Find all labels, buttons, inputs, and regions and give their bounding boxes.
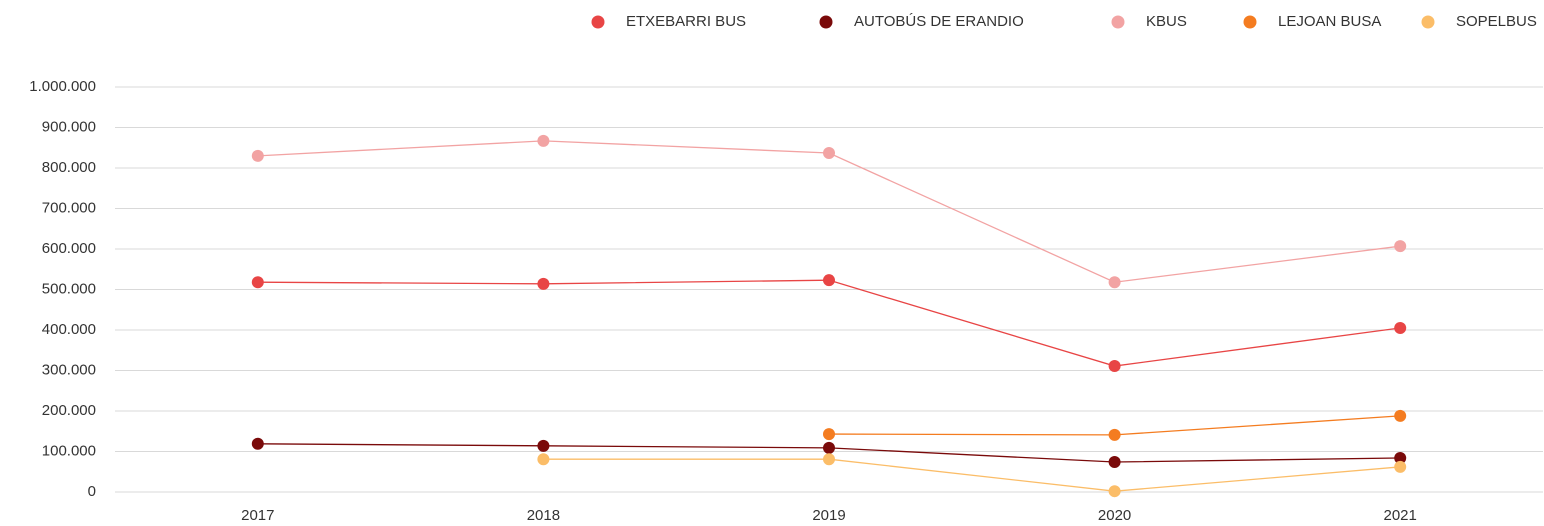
- data-point: [823, 453, 835, 466]
- data-point: [537, 277, 550, 290]
- series-line: [257, 279, 1401, 367]
- data-point: [1108, 428, 1121, 441]
- data-point: [1108, 485, 1121, 498]
- data-point: [251, 276, 264, 289]
- data-point: [1108, 456, 1121, 469]
- x-tick-label: 2019: [812, 507, 845, 524]
- data-point: [537, 134, 550, 147]
- y-tick-label: 600.000: [42, 240, 96, 257]
- legend-marker: [591, 15, 605, 29]
- y-tick-label: 700.000: [42, 199, 96, 216]
- legend-label: ETXEBARRI BUS: [626, 13, 746, 30]
- y-tick-label: 0: [88, 483, 96, 500]
- data-point: [251, 149, 264, 162]
- data-point: [251, 437, 264, 450]
- legend-marker: [1243, 15, 1257, 29]
- data-point: [823, 274, 835, 287]
- y-tick-label: 400.000: [42, 321, 96, 338]
- x-tick-label: 2018: [527, 507, 560, 524]
- legend-marker: [1421, 15, 1435, 29]
- legend-label: AUTOBÚS DE ERANDIO: [854, 13, 1024, 30]
- data-point: [823, 147, 835, 160]
- data-point: [1394, 321, 1407, 334]
- y-tick-label: 300.000: [42, 361, 96, 378]
- data-point: [823, 428, 835, 441]
- series-line: [257, 140, 1401, 283]
- data-point: [1394, 451, 1407, 464]
- y-tick-label: 1.000.000: [29, 78, 96, 95]
- x-tick-label: 2021: [1384, 507, 1417, 524]
- data-point: [823, 441, 835, 454]
- y-tick-label: 500.000: [42, 280, 96, 297]
- data-point: [1108, 276, 1121, 289]
- legend-label: LEJOAN BUSA: [1278, 13, 1381, 30]
- y-tick-label: 200.000: [42, 402, 96, 419]
- data-point: [537, 453, 550, 466]
- data-point: [1394, 409, 1407, 422]
- data-point: [1108, 360, 1121, 373]
- legend-marker: [1111, 15, 1125, 29]
- data-point: [537, 439, 550, 452]
- x-tick-label: 2017: [241, 507, 274, 524]
- x-tick-label: 2020: [1098, 507, 1131, 524]
- legend-marker: [819, 15, 833, 29]
- legend-label: KBUS: [1146, 13, 1187, 30]
- y-tick-label: 100.000: [42, 442, 96, 459]
- legend-label: SOPELBUS: [1456, 13, 1537, 30]
- y-tick-label: 800.000: [42, 159, 96, 176]
- series-line: [543, 458, 1401, 492]
- data-point: [1394, 460, 1407, 473]
- data-point: [1394, 240, 1407, 253]
- y-tick-label: 900.000: [42, 118, 96, 135]
